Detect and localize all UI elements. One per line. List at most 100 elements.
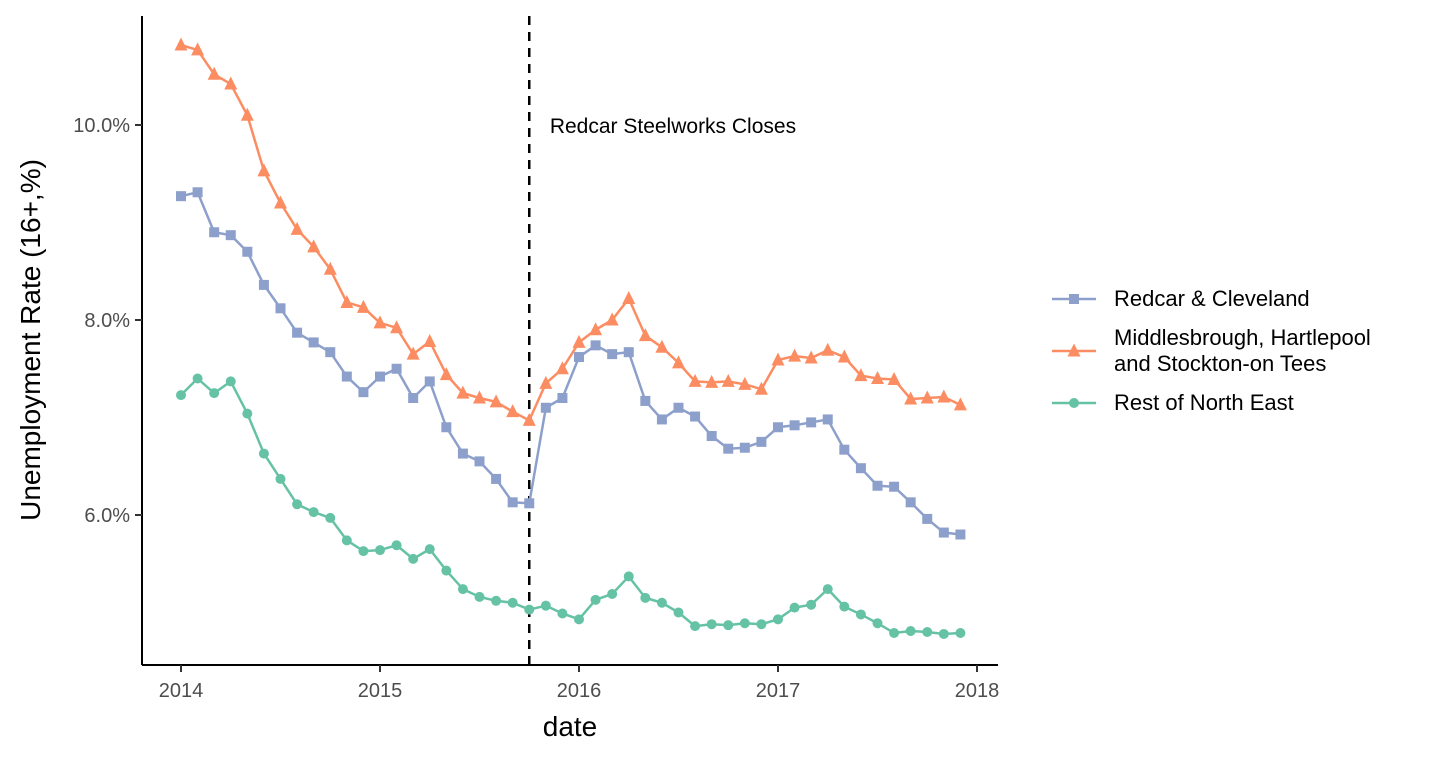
data-point bbox=[638, 328, 652, 342]
data-point bbox=[524, 498, 535, 509]
data-point bbox=[905, 626, 916, 637]
data-point bbox=[207, 66, 221, 80]
data-point bbox=[839, 601, 850, 612]
data-point bbox=[590, 340, 601, 351]
data-point bbox=[872, 480, 883, 491]
data-point bbox=[673, 607, 684, 618]
data-point bbox=[224, 76, 238, 90]
data-point bbox=[938, 628, 949, 639]
y-tick-label: 10.0% bbox=[73, 115, 130, 137]
data-point bbox=[920, 390, 934, 404]
data-point bbox=[872, 618, 883, 629]
y-tick-label: 6.0% bbox=[84, 505, 130, 527]
series-line bbox=[180, 191, 961, 536]
legend-marker bbox=[1069, 294, 1079, 304]
data-point bbox=[739, 618, 750, 629]
data-point bbox=[589, 322, 603, 336]
data-point bbox=[275, 473, 286, 484]
data-point bbox=[258, 448, 269, 459]
data-point bbox=[655, 339, 669, 353]
data-point bbox=[340, 294, 354, 308]
data-point bbox=[574, 352, 584, 363]
data-point bbox=[822, 584, 833, 595]
data-point bbox=[507, 597, 518, 608]
data-point bbox=[274, 195, 287, 209]
data-point bbox=[473, 390, 486, 404]
data-point bbox=[806, 599, 817, 610]
data-point bbox=[325, 512, 336, 523]
data-point bbox=[640, 395, 651, 406]
series-layer bbox=[174, 37, 967, 639]
legend-marker bbox=[1069, 398, 1079, 408]
data-point bbox=[375, 545, 385, 556]
data-point bbox=[225, 230, 236, 241]
data-point bbox=[723, 620, 734, 631]
data-point bbox=[756, 619, 767, 630]
data-point bbox=[290, 221, 304, 235]
data-point bbox=[806, 417, 817, 428]
data-point bbox=[225, 376, 236, 387]
data-point bbox=[756, 436, 767, 447]
x-tick-label: 2017 bbox=[756, 680, 801, 702]
legend-item: Rest of North East bbox=[1052, 390, 1294, 415]
data-point bbox=[257, 163, 271, 177]
x-tick-label: 2016 bbox=[557, 680, 602, 702]
legend-label: Rest of North East bbox=[1114, 390, 1294, 415]
data-point bbox=[242, 408, 253, 419]
data-point bbox=[688, 373, 702, 387]
data-point bbox=[506, 404, 520, 418]
data-point bbox=[607, 349, 618, 360]
data-point bbox=[773, 614, 783, 625]
data-point bbox=[821, 342, 835, 356]
data-point bbox=[953, 397, 967, 411]
data-point bbox=[192, 187, 203, 198]
y-axis-title: Unemployment Rate (16+,%) bbox=[15, 159, 46, 521]
legend-marker bbox=[1067, 343, 1081, 357]
data-point bbox=[457, 448, 468, 459]
data-point bbox=[889, 627, 900, 638]
data-point bbox=[871, 371, 884, 384]
data-point bbox=[373, 315, 387, 329]
data-point bbox=[572, 334, 586, 348]
data-point bbox=[721, 373, 735, 387]
data-point bbox=[804, 350, 818, 364]
data-point bbox=[375, 371, 385, 382]
x-tick-label: 2015 bbox=[358, 680, 403, 702]
legend: Redcar & Cleveland Middlesbrough, Hartlep… bbox=[1052, 286, 1371, 415]
data-point bbox=[690, 411, 701, 422]
data-point bbox=[341, 371, 352, 382]
data-point bbox=[822, 414, 833, 425]
data-point bbox=[524, 604, 535, 615]
data-point bbox=[622, 291, 636, 305]
data-point bbox=[690, 621, 701, 632]
data-point bbox=[623, 571, 634, 582]
data-point bbox=[258, 279, 269, 290]
data-point bbox=[955, 627, 966, 638]
data-point bbox=[391, 363, 402, 374]
data-point bbox=[441, 565, 452, 576]
x-ticks: 2014 2015 2016 2017 2018 bbox=[159, 665, 999, 702]
data-point bbox=[192, 373, 203, 384]
data-point bbox=[922, 513, 933, 524]
data-point bbox=[738, 376, 752, 390]
data-point bbox=[491, 595, 502, 606]
data-point bbox=[723, 443, 734, 454]
data-point bbox=[522, 412, 536, 426]
axes: 6.0% 8.0% 10.0% 2014 2015 2016 2017 2018 bbox=[73, 16, 999, 702]
data-point bbox=[390, 320, 404, 334]
data-point bbox=[356, 299, 370, 313]
data-point bbox=[706, 619, 717, 630]
data-point bbox=[474, 591, 485, 602]
data-point bbox=[358, 387, 369, 398]
data-point bbox=[656, 414, 667, 425]
data-point bbox=[308, 337, 319, 348]
annotation-label: Redcar Steelworks Closes bbox=[550, 115, 796, 138]
data-point bbox=[938, 527, 949, 538]
data-point bbox=[325, 347, 336, 358]
data-point bbox=[789, 602, 800, 613]
data-point bbox=[905, 497, 916, 508]
legend-item: Middlesbrough, Hartlepool and Stockton-on… bbox=[1052, 325, 1371, 376]
data-point bbox=[837, 349, 851, 363]
data-point bbox=[574, 614, 584, 625]
data-point bbox=[855, 463, 866, 474]
